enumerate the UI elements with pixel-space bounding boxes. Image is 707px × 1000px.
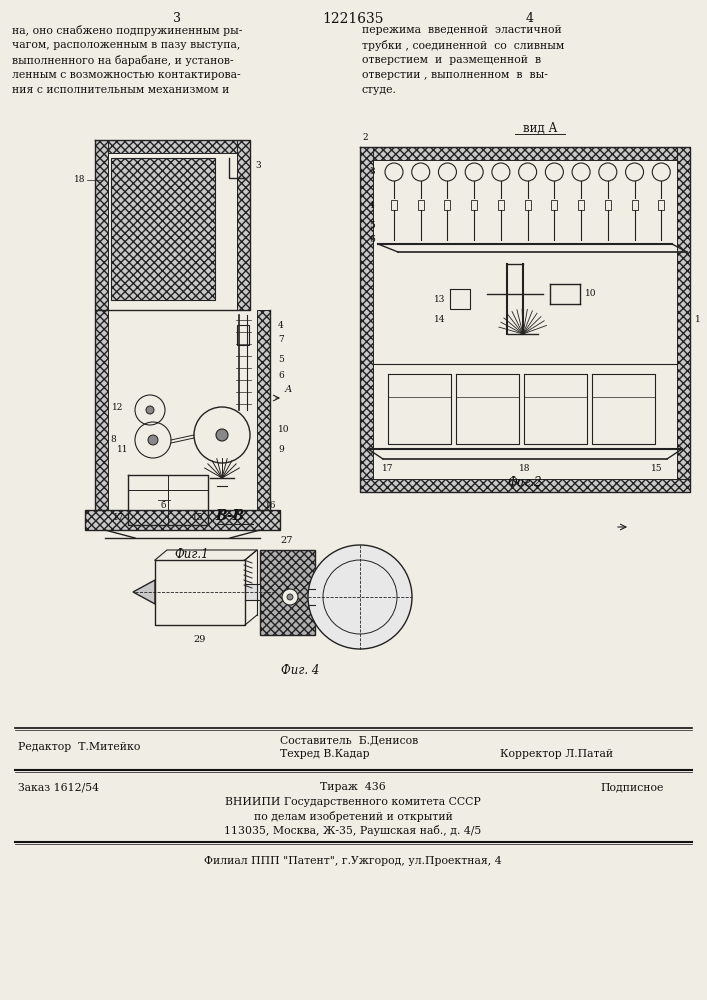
Text: б: б: [160, 500, 165, 510]
Text: 8: 8: [110, 436, 116, 444]
Text: 6: 6: [278, 370, 284, 379]
Text: 17: 17: [113, 514, 124, 522]
Text: 4: 4: [526, 12, 534, 25]
Text: 18: 18: [519, 464, 531, 473]
Text: Фиг.1: Фиг.1: [175, 548, 209, 561]
Polygon shape: [677, 147, 690, 492]
Polygon shape: [260, 550, 315, 635]
Text: 12: 12: [112, 403, 123, 412]
Circle shape: [146, 406, 154, 414]
Text: Корректор Л.Патай: Корректор Л.Патай: [500, 749, 613, 759]
Text: вид А: вид А: [522, 122, 557, 135]
Text: 10: 10: [278, 426, 289, 434]
Text: чагом, расположенным в пазу выступа,: чагом, расположенным в пазу выступа,: [12, 40, 240, 50]
Text: Фиг.2: Фиг.2: [508, 476, 542, 489]
Text: 5: 5: [278, 356, 284, 364]
Text: трубки , соединенной  со  сливным: трубки , соединенной со сливным: [362, 40, 564, 51]
Text: 18: 18: [74, 176, 85, 184]
Text: 9: 9: [278, 446, 284, 454]
Text: 15: 15: [651, 464, 662, 473]
Text: 17: 17: [382, 464, 394, 473]
Polygon shape: [95, 140, 250, 153]
Text: Составитель  Б.Денисов: Составитель Б.Денисов: [280, 735, 419, 745]
Text: 15: 15: [192, 514, 204, 522]
Text: 1221635: 1221635: [322, 12, 384, 26]
Circle shape: [216, 429, 228, 441]
Polygon shape: [85, 510, 280, 530]
Text: ленным с возможностью контактирова-: ленным с возможностью контактирова-: [12, 70, 240, 80]
Text: выполненного на барабане, и установ-: выполненного на барабане, и установ-: [12, 55, 233, 66]
Text: 2: 2: [362, 133, 368, 142]
Polygon shape: [245, 584, 260, 600]
Polygon shape: [111, 158, 215, 300]
Polygon shape: [95, 310, 108, 510]
Text: Заказ 1612/54: Заказ 1612/54: [18, 782, 99, 792]
Polygon shape: [360, 147, 690, 160]
Text: ния с исполнительным механизмом и: ния с исполнительным механизмом и: [12, 85, 229, 95]
Text: 3: 3: [173, 12, 181, 25]
Text: 3: 3: [369, 167, 375, 176]
Text: 113035, Москва, Ж-35, Раушская наб., д. 4/5: 113035, Москва, Ж-35, Раушская наб., д. …: [224, 825, 481, 836]
Text: Подписное: Подписное: [600, 782, 663, 792]
Text: 1: 1: [695, 314, 701, 324]
Text: 3: 3: [255, 160, 261, 169]
Text: Фиг. 4: Фиг. 4: [281, 664, 319, 677]
Text: 16: 16: [265, 500, 276, 510]
Polygon shape: [237, 140, 250, 310]
Text: Техред В.Кадар: Техред В.Кадар: [280, 749, 370, 759]
Polygon shape: [360, 479, 690, 492]
Text: Редактор  Т.Митейко: Редактор Т.Митейко: [18, 742, 141, 752]
Text: 14: 14: [433, 314, 445, 324]
Text: ВНИИПИ Государственного комитета СССР: ВНИИПИ Государственного комитета СССР: [225, 797, 481, 807]
Text: студе.: студе.: [362, 85, 397, 95]
Text: 10: 10: [585, 290, 597, 298]
Text: Филиал ППП "Патент", г.Ужгород, ул.Проектная, 4: Филиал ППП "Патент", г.Ужгород, ул.Проек…: [204, 856, 502, 866]
Circle shape: [308, 545, 412, 649]
Text: 27: 27: [281, 536, 293, 545]
Text: А: А: [285, 385, 293, 394]
Text: пережима  введенной  эластичной: пережима введенной эластичной: [362, 25, 562, 35]
Text: 4: 4: [369, 200, 375, 210]
Circle shape: [287, 594, 293, 600]
Text: 29: 29: [194, 635, 206, 644]
Text: 6: 6: [369, 234, 375, 243]
Polygon shape: [95, 140, 108, 310]
Text: В-В: В-В: [215, 509, 244, 523]
Text: по делам изобретений и открытий: по делам изобретений и открытий: [254, 811, 452, 822]
Polygon shape: [257, 310, 270, 510]
Polygon shape: [133, 580, 155, 604]
Text: 11: 11: [117, 446, 128, 454]
Text: на, оно снабжено подпружиненным ры-: на, оно снабжено подпружиненным ры-: [12, 25, 243, 36]
Text: 4: 4: [278, 320, 284, 330]
Text: Тираж  436: Тираж 436: [320, 782, 386, 792]
Polygon shape: [360, 147, 373, 492]
Text: 7: 7: [278, 336, 284, 344]
Circle shape: [282, 589, 298, 605]
Text: 13: 13: [433, 294, 445, 304]
Text: 5: 5: [369, 221, 375, 230]
Text: отверстием  и  размещенной  в: отверстием и размещенной в: [362, 55, 541, 65]
Circle shape: [148, 435, 158, 445]
Text: отверстии , выполненном  в  вы-: отверстии , выполненном в вы-: [362, 70, 548, 80]
